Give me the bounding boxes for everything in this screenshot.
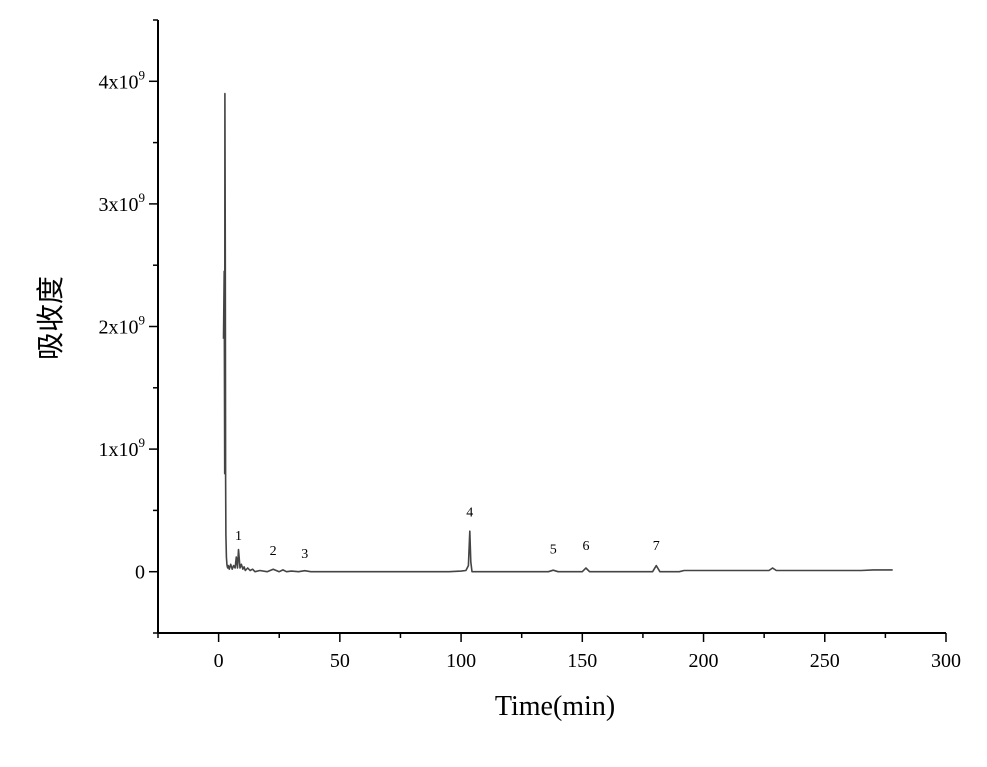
peak-label: 2 [270, 544, 277, 559]
series-group [222, 92, 893, 573]
series-line-0 [222, 92, 893, 573]
axes [157, 20, 946, 634]
x-tick-label: 200 [689, 650, 719, 672]
x-tick-label: 50 [330, 650, 350, 672]
y-tick-label: 1x109 [99, 435, 146, 461]
x-tick-label: 100 [446, 650, 476, 672]
x-tick-label: 250 [810, 650, 840, 672]
peak-annotations: 1 2 3 4 5 6 7 [235, 506, 660, 563]
peak-label: 5 [550, 542, 557, 557]
peak-label: 3 [301, 547, 308, 562]
peak-label: 7 [653, 539, 660, 554]
y-ticks: 0 1x109 2x109 3x109 4x109 [99, 19, 158, 634]
y-axis-label: 吸收度 [34, 276, 67, 360]
x-tick-label: 150 [567, 650, 597, 672]
peak-label: 1 [235, 529, 242, 544]
y-tick-label: 2x109 [99, 313, 146, 339]
y-tick-label: 3x109 [99, 190, 146, 216]
x-axis-label: Time(min) [495, 691, 615, 722]
y-tick-label: 0 [135, 562, 145, 584]
peak-label: 4 [466, 506, 473, 521]
x-tick-label: 0 [214, 650, 224, 672]
peak-label: 6 [582, 539, 589, 554]
x-tick-label: 300 [931, 650, 961, 672]
x-ticks: 0 50 100 150 200 250 300 [157, 633, 961, 672]
y-tick-label: 4x109 [99, 67, 146, 93]
